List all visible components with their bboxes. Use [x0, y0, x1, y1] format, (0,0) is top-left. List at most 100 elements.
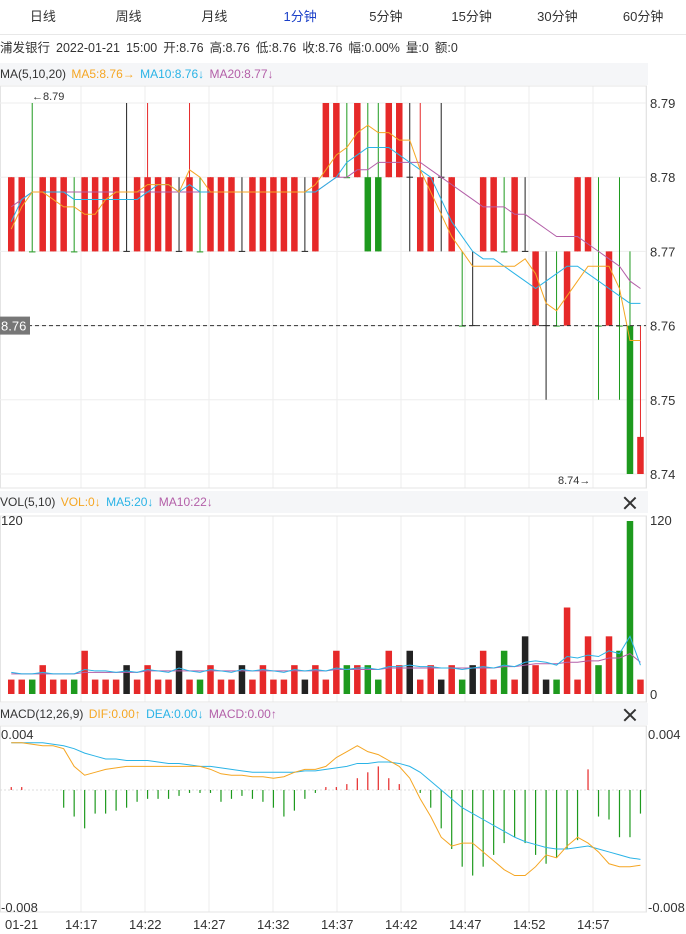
- volume-bar: [605, 636, 613, 694]
- ma5-value: MA5:8.76→: [71, 67, 135, 81]
- time-tick-label: 14:22: [129, 917, 162, 932]
- vol-legend: VOL(5,10) VOL:0↓ MA5:20↓ MA10:22↓: [0, 491, 648, 513]
- vol-legend-label: VOL(5,10): [0, 495, 56, 509]
- candle-body: [217, 177, 225, 252]
- close-vol-panel-icon[interactable]: [622, 495, 638, 511]
- candle-body: [396, 103, 403, 178]
- volume-bar: [532, 665, 539, 694]
- volume-bar: [490, 679, 497, 694]
- dif-value: DIF:0.00↑: [88, 707, 141, 721]
- time-tick-label: 14:32: [257, 917, 290, 932]
- tab-2[interactable]: 月线: [201, 9, 228, 24]
- candle-body: [416, 177, 424, 252]
- candle-body: [112, 177, 120, 252]
- volume-bar: [406, 650, 414, 694]
- volume-bar: [521, 636, 529, 694]
- price-tick-label: 8.76: [650, 319, 675, 334]
- close-macd-panel-icon[interactable]: [622, 707, 638, 723]
- volume-bar: [301, 679, 309, 694]
- tab-5[interactable]: 15分钟: [451, 9, 492, 24]
- ma5-line: [10, 124, 641, 341]
- amount: 额:0: [434, 41, 458, 55]
- price-tick-label: 8.79: [650, 96, 675, 111]
- time-tick-label: 14:37: [321, 917, 354, 932]
- tab-1[interactable]: 周线: [115, 9, 142, 24]
- candle-body: [574, 177, 581, 252]
- current-price-badge: [0, 316, 30, 335]
- candle-body: [18, 177, 25, 252]
- volume-bar: [469, 665, 476, 694]
- volume-bar: [249, 679, 256, 694]
- volume-bar: [259, 665, 267, 694]
- dif-line: [11, 742, 641, 877]
- volume-bar: [112, 679, 120, 694]
- time-tick-label: 14:57: [577, 917, 610, 932]
- candle-body: [39, 177, 46, 252]
- time-tick-label: 14:27: [193, 917, 226, 932]
- tab-0[interactable]: 日线: [29, 9, 56, 24]
- ma-legend: MA(5,10,20) MA5:8.76→ MA10:8.76↓ MA20:8.…: [0, 63, 648, 85]
- volume-bar: [396, 665, 403, 694]
- tab-6[interactable]: 30分钟: [537, 9, 578, 24]
- candle-body: [28, 251, 36, 253]
- vol-ma10-value: MA10:22↓: [158, 495, 213, 509]
- time-tick-label: 14:52: [513, 917, 546, 932]
- volume-bar: [81, 650, 88, 694]
- candle-body: [144, 177, 151, 252]
- candle-body: [354, 103, 361, 178]
- volume-bar: [18, 679, 25, 694]
- macd-value: MACD:0.00↑: [208, 707, 277, 721]
- period-tabs: 日线 周线 月线 1分钟 5分钟 15分钟 30分钟 60分钟: [0, 0, 686, 35]
- volume-bar: [60, 679, 67, 694]
- candle-body: [511, 177, 518, 252]
- volume-bar: [616, 650, 623, 694]
- candle-body: [196, 251, 204, 253]
- volume-bar: [70, 679, 78, 694]
- candle-body: [448, 177, 455, 252]
- price-tick-label: 8.77: [650, 244, 675, 259]
- volume-bar: [144, 665, 151, 694]
- volume-bar: [458, 679, 466, 694]
- candle-body: [102, 177, 109, 252]
- candle-body: [584, 177, 592, 252]
- candle-body: [605, 251, 613, 326]
- tab-7[interactable]: 60分钟: [622, 9, 664, 24]
- candle-body: [154, 177, 162, 252]
- volume-bar: [165, 679, 172, 694]
- quote-date: 2022-01-21: [56, 41, 120, 55]
- candle-body: [81, 177, 88, 252]
- candle-body: [375, 177, 382, 252]
- tab-4[interactable]: 5分钟: [369, 9, 403, 24]
- tab-3[interactable]: 1分钟: [283, 9, 317, 24]
- volume-bar: [595, 665, 602, 694]
- candle-body: [563, 251, 571, 326]
- volume: 量:0: [405, 41, 429, 55]
- volume-bar: [500, 650, 508, 694]
- macd-right-top-label: 0.004: [648, 727, 681, 742]
- volume-bar: [637, 679, 644, 694]
- volume-bar: [364, 665, 372, 694]
- volume-bar: [228, 679, 235, 694]
- volume-bar: [175, 650, 183, 694]
- volume-bar: [280, 679, 288, 694]
- volume-bar: [542, 679, 550, 694]
- volume-bar: [574, 679, 581, 694]
- volume-bar: [333, 650, 340, 694]
- volume-bar: [427, 665, 434, 694]
- ma10-value: MA10:8.76↓: [140, 67, 205, 81]
- candle-body: [133, 177, 141, 252]
- candle-body: [616, 325, 623, 327]
- volume-bar: [448, 665, 455, 694]
- time-tick-label: 14:47: [449, 917, 482, 932]
- volume-bar: [270, 679, 277, 694]
- volume-bar: [626, 521, 634, 694]
- close-price: 收:8.76: [302, 41, 343, 55]
- candle-body: [427, 177, 434, 252]
- high-note: ←8.79: [32, 91, 64, 103]
- volume-bar: [437, 679, 445, 694]
- candle-body: [186, 177, 193, 252]
- candle-body: [207, 177, 214, 252]
- candle-body: [385, 103, 393, 178]
- volume-bar: [343, 665, 351, 694]
- candle-body: [49, 177, 57, 252]
